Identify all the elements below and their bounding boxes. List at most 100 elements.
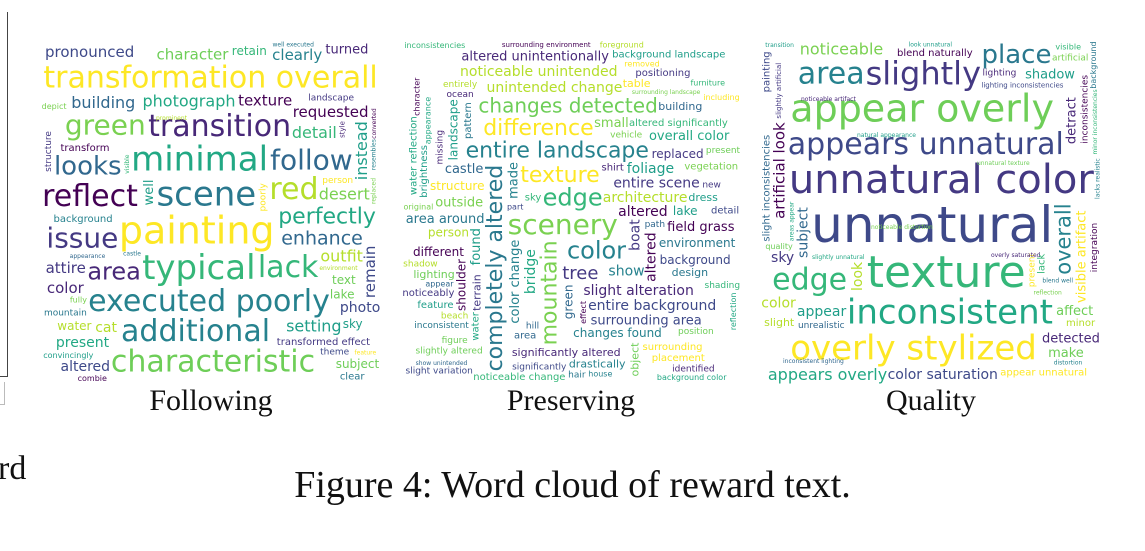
cloud-word: text bbox=[332, 273, 356, 287]
cloud-word: noticeable artifact bbox=[801, 96, 856, 103]
cloud-word: missing bbox=[436, 130, 446, 165]
cloud-word: edge bbox=[543, 184, 603, 212]
cloud-word: ocean bbox=[447, 90, 474, 100]
cloud-word: present bbox=[1028, 253, 1038, 288]
cloud-word: quality bbox=[765, 242, 793, 251]
cloud-word: foliage bbox=[627, 161, 674, 177]
cloud-word: minor bbox=[1066, 318, 1096, 329]
cloud-word: area bbox=[798, 57, 865, 92]
cloud-word: surrounding landscape bbox=[632, 89, 701, 96]
cloud-word: lake bbox=[330, 288, 355, 302]
cloud-word: depict bbox=[42, 102, 67, 111]
cloud-word: foreground bbox=[600, 41, 644, 50]
cloud-word: object bbox=[629, 342, 642, 377]
cloud-word: small bbox=[594, 116, 629, 131]
cloud-word: different bbox=[413, 245, 464, 259]
cloud-word: noticeable unintended bbox=[460, 64, 617, 80]
cloud-word: detail bbox=[711, 205, 739, 216]
cloud-word: feature bbox=[355, 350, 377, 357]
cloud-word: completely altered bbox=[483, 165, 508, 372]
cloud-word: place bbox=[982, 40, 1052, 70]
cloud-word: reflect bbox=[42, 179, 138, 214]
cloud-word: convincingly bbox=[43, 351, 93, 360]
cloud-word: hill bbox=[526, 322, 539, 332]
cloud-word: person bbox=[322, 176, 353, 186]
cloud-word: house bbox=[588, 370, 612, 379]
cloud-word: remain bbox=[361, 246, 379, 299]
cloud-word: vegetation bbox=[684, 161, 738, 172]
cloud-word: green bbox=[562, 285, 576, 320]
cloud-word: unnatural color bbox=[789, 157, 1094, 203]
cloud-word: blend well bbox=[1042, 277, 1073, 284]
cloud-word: slight variation bbox=[406, 367, 473, 377]
cloud-word: appears overly bbox=[768, 365, 887, 384]
cloud-word: fully bbox=[70, 296, 87, 305]
cloud-word: combie bbox=[78, 374, 107, 383]
cloud-word: water reflection bbox=[409, 116, 420, 195]
cloud-word: green bbox=[65, 109, 146, 142]
cloud-word: appear bbox=[797, 304, 847, 320]
cloud-word: structure bbox=[44, 131, 54, 172]
word-cloud-quality: unnatural texture unnatural color appears u… bbox=[760, 40, 1102, 384]
cloud-word: show unintended bbox=[416, 360, 468, 367]
cloud-word: additional bbox=[121, 314, 270, 349]
cloud-word: resembles bbox=[370, 139, 377, 170]
cloud-word: texture bbox=[867, 247, 1026, 298]
cloud-word: character bbox=[157, 46, 230, 64]
cloud-word: landscape bbox=[446, 99, 460, 160]
cloud-word: subject bbox=[795, 207, 811, 258]
cloud-word: scene bbox=[156, 175, 256, 215]
cloud-word: castle bbox=[445, 162, 484, 177]
cloud-word: slightly altered bbox=[416, 347, 483, 357]
cloud-word: character bbox=[412, 77, 421, 116]
cloud-word: unnatural texture bbox=[977, 160, 1030, 167]
cloud-word: artificial bbox=[1052, 54, 1088, 64]
cloud-word: figure bbox=[442, 336, 469, 346]
cloud-word: instead bbox=[352, 121, 371, 180]
cloud-word: path bbox=[645, 220, 665, 230]
cloud-word: inconsistent lighting bbox=[783, 358, 844, 365]
label-following: Following bbox=[149, 384, 273, 417]
cloud-word: identified bbox=[672, 364, 714, 374]
cloud-word: significantly altered bbox=[512, 346, 621, 359]
cloud-word: effect bbox=[579, 301, 588, 324]
cloud-word: brightness bbox=[419, 145, 430, 198]
cloud-word: background landscape bbox=[612, 49, 725, 60]
cloud-word: overall bbox=[1051, 203, 1075, 274]
cloud-word: issue bbox=[46, 222, 118, 255]
cloud-word: well executed bbox=[272, 41, 314, 48]
cloud-word: altered significantly bbox=[629, 118, 728, 129]
cloud-word: background color bbox=[657, 373, 727, 382]
cloud-word: requested bbox=[293, 103, 369, 121]
cloud-word: look unnatural bbox=[909, 42, 953, 49]
cloud-word: area bbox=[87, 257, 141, 285]
cloud-word: style bbox=[339, 121, 347, 138]
cloud-word: structure bbox=[430, 179, 484, 193]
label-quality: Quality bbox=[886, 384, 976, 417]
cloud-word: color bbox=[47, 279, 85, 297]
cloud-word: water bbox=[57, 319, 91, 333]
cloud-word: environment bbox=[319, 265, 358, 272]
cloud-word: surrounding bbox=[643, 342, 703, 353]
cloud-word: significantly bbox=[512, 362, 567, 372]
cloud-word: noticeable change bbox=[473, 372, 565, 383]
cloud-word: transform bbox=[60, 143, 109, 154]
cloud-word: lack bbox=[1036, 254, 1047, 274]
cloud-word: surrounding area bbox=[591, 313, 702, 328]
cloud-word: mountain bbox=[537, 240, 562, 345]
cloud-word: shirt bbox=[601, 162, 623, 173]
cloud-word: water bbox=[471, 311, 482, 340]
cloud-word: subject bbox=[336, 357, 380, 371]
cloud-word: slight alteration bbox=[583, 283, 694, 299]
cloud-word: slightly bbox=[866, 54, 981, 92]
cloud-word: setting bbox=[286, 316, 341, 335]
cloud-word: texture bbox=[238, 91, 292, 109]
cloud-word: slightly artificial bbox=[775, 63, 783, 119]
cloud-word: positioning bbox=[635, 68, 690, 79]
cloud-word: look bbox=[850, 261, 866, 291]
cloud-word: including bbox=[703, 93, 739, 102]
cloud-word: bridge bbox=[523, 249, 539, 294]
cloud-word: red bbox=[269, 172, 318, 207]
cloud-word: transition bbox=[765, 42, 794, 49]
